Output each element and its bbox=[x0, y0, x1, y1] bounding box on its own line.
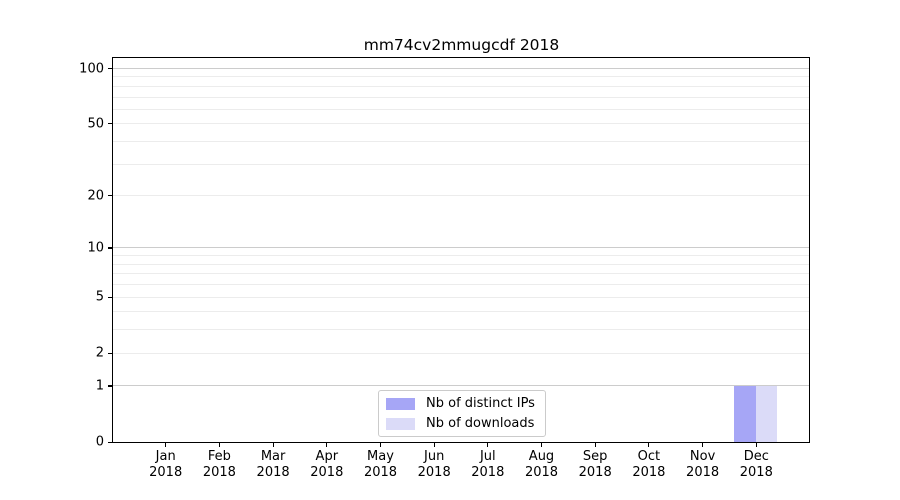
y-tick-1 bbox=[108, 385, 112, 387]
y-tick-label-2: 2 bbox=[95, 345, 104, 361]
y-tick-10 bbox=[108, 247, 112, 249]
x-tick-month: Jan bbox=[155, 449, 176, 464]
y-tick-label-100: 100 bbox=[79, 61, 104, 76]
x-tick-label-jul: Jul 2018 bbox=[458, 449, 518, 481]
y-tick-5 bbox=[108, 296, 112, 298]
x-tick-month: Apr bbox=[315, 449, 339, 464]
gridline-h-60 bbox=[113, 108, 809, 110]
x-tick-month: Nov bbox=[689, 449, 716, 464]
legend: Nb of distinct IPs Nb of downloads bbox=[378, 390, 546, 437]
x-tick-year: 2018 bbox=[310, 465, 344, 480]
x-tick-year: 2018 bbox=[202, 465, 236, 480]
x-tick-month: Aug bbox=[528, 449, 555, 464]
x-tick-jan bbox=[165, 443, 167, 447]
gridline-h-4 bbox=[113, 311, 809, 313]
x-tick-month: Mar bbox=[260, 449, 286, 464]
x-tick-feb bbox=[218, 443, 220, 447]
x-tick-month: Dec bbox=[743, 449, 769, 464]
bar-nb-of-downloads-dec bbox=[755, 385, 777, 442]
gridline-h-50 bbox=[113, 123, 809, 125]
x-tick-year: 2018 bbox=[256, 465, 290, 480]
x-tick-label-feb: Feb 2018 bbox=[189, 449, 249, 481]
x-tick-may bbox=[379, 443, 382, 447]
y-tick-100 bbox=[108, 68, 112, 70]
x-tick-year: 2018 bbox=[471, 465, 505, 480]
gridline-h-5 bbox=[113, 296, 809, 298]
x-tick-label-aug: Aug 2018 bbox=[512, 449, 572, 481]
x-tick-year: 2018 bbox=[686, 465, 720, 480]
legend-label-nb-of-distinct-ips: Nb of distinct IPs bbox=[426, 396, 535, 411]
y-tick-label-1: 1 bbox=[95, 378, 104, 394]
x-tick-month: Oct bbox=[637, 449, 661, 464]
bar-nb-of-distinct-ips-dec bbox=[734, 385, 756, 442]
gridline-h-40 bbox=[113, 141, 809, 142]
x-tick-month: May bbox=[367, 449, 394, 464]
gridline-h-80 bbox=[113, 85, 809, 87]
x-tick-month: Sep bbox=[582, 449, 608, 464]
y-tick-0 bbox=[108, 441, 112, 443]
x-tick-year: 2018 bbox=[578, 465, 612, 480]
x-tick-year: 2018 bbox=[739, 465, 773, 480]
x-tick-aug bbox=[540, 443, 543, 447]
x-tick-label-dec: Dec 2018 bbox=[726, 449, 786, 481]
gridline-h-3 bbox=[113, 329, 809, 331]
x-tick-sep bbox=[594, 443, 596, 447]
y-tick-50 bbox=[108, 123, 112, 125]
gridline-h-6 bbox=[113, 284, 809, 285]
y-tick-2 bbox=[108, 352, 112, 354]
x-tick-year: 2018 bbox=[417, 465, 451, 480]
x-tick-jun bbox=[433, 443, 435, 447]
gridline-h-20 bbox=[113, 195, 809, 197]
gridline-h-9 bbox=[113, 255, 809, 257]
x-tick-label-mar: Mar 2018 bbox=[243, 449, 303, 481]
x-tick-label-jan: Jan 2018 bbox=[136, 449, 196, 481]
gridline-h-30 bbox=[113, 163, 809, 165]
x-tick-month: Jun bbox=[424, 449, 445, 464]
x-tick-year: 2018 bbox=[149, 465, 183, 480]
gridline-h-70 bbox=[113, 96, 809, 98]
x-tick-apr bbox=[326, 443, 328, 447]
gridline-h-1 bbox=[113, 385, 809, 387]
legend-label-nb-of-downloads: Nb of downloads bbox=[426, 416, 535, 431]
y-tick-label-0: 0 bbox=[95, 434, 104, 450]
gridline-h-100 bbox=[113, 68, 809, 69]
y-tick-label-20: 20 bbox=[87, 188, 104, 204]
legend-item-nb-of-distinct-ips: Nb of distinct IPs bbox=[386, 394, 545, 414]
y-tick-label-5: 5 bbox=[95, 289, 104, 305]
y-tick-label-50: 50 bbox=[87, 116, 104, 132]
gridline-h-2 bbox=[113, 352, 809, 354]
x-tick-label-apr: Apr 2018 bbox=[297, 449, 357, 481]
x-tick-jul bbox=[487, 443, 489, 447]
gridline-h-8 bbox=[113, 263, 809, 265]
x-tick-year: 2018 bbox=[363, 465, 398, 480]
gridline-h-90 bbox=[113, 76, 809, 78]
x-tick-year: 2018 bbox=[524, 465, 559, 480]
x-tick-year: 2018 bbox=[632, 465, 666, 480]
legend-item-nb-of-downloads: Nb of downloads bbox=[386, 414, 545, 434]
y-tick-20 bbox=[108, 195, 112, 197]
chart-title: mm74cv2mmugcdf 2018 bbox=[363, 36, 560, 54]
x-tick-label-may: May 2018 bbox=[351, 449, 411, 481]
x-tick-nov bbox=[702, 443, 704, 447]
x-tick-month: Feb bbox=[207, 449, 231, 464]
gridline-h-10 bbox=[113, 247, 809, 249]
x-tick-oct bbox=[648, 443, 650, 447]
legend-swatch-nb-of-downloads bbox=[386, 417, 415, 430]
gridline-h-7 bbox=[113, 273, 809, 275]
x-tick-label-sep: Sep 2018 bbox=[565, 449, 625, 481]
x-tick-mar bbox=[272, 443, 274, 447]
x-tick-month: Jul bbox=[479, 449, 496, 464]
x-tick-label-nov: Nov 2018 bbox=[673, 449, 733, 481]
x-tick-label-oct: Oct 2018 bbox=[619, 449, 679, 481]
plot-area bbox=[112, 57, 810, 443]
y-tick-label-10: 10 bbox=[87, 240, 104, 256]
legend-swatch-nb-of-distinct-ips bbox=[386, 397, 415, 410]
x-tick-dec bbox=[755, 443, 757, 447]
x-tick-label-jun: Jun 2018 bbox=[404, 449, 464, 481]
